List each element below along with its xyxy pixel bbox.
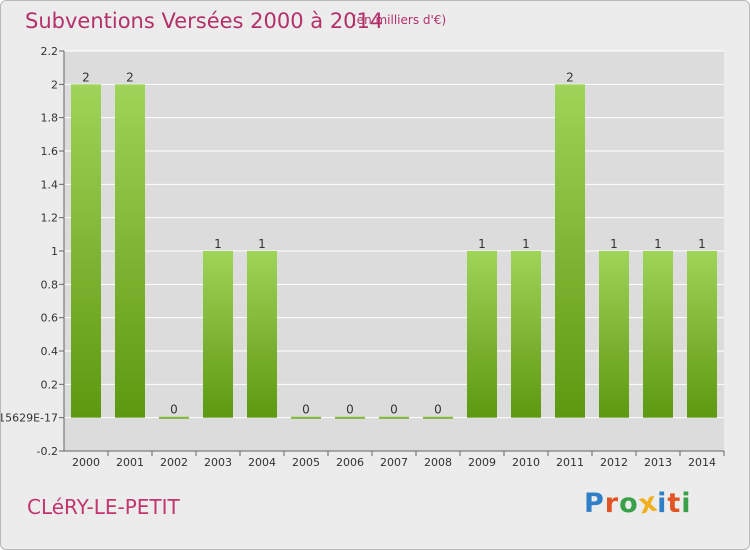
data-label-2012: 1 [610,237,618,251]
data-label-2009: 1 [478,237,486,251]
bar-2001 [115,84,145,418]
bar-2000 [71,84,101,418]
bar-chart: 2 201 10 0 0 01 121 1 1 2.221.81.61.41.210.80.60… [1,45,725,469]
bar-2003 [203,251,233,418]
data-label-2002: 0 [170,403,178,417]
bar-2010 [511,251,541,418]
x-tick-label: 2010 [512,456,540,469]
x-tick-label: 2006 [336,456,364,469]
logo-letter: i [681,488,692,519]
proxiti-logo: Proxiti [584,486,692,520]
data-label-2010: 1 [522,237,530,251]
x-tick-label: 2004 [248,456,276,469]
data-label-2011: 2 [566,70,574,84]
chart-title: Subventions Versées 2000 à 2014 [25,9,384,33]
data-label-2005: 0 [302,403,310,417]
x-tick-label: 2013 [644,456,672,469]
bar-2008 [423,416,453,419]
bar-2002 [159,416,189,419]
commune-name: CLéRY-LE-PETIT [27,495,180,519]
bar-2013 [643,251,673,418]
bars [71,84,717,419]
data-label-2006: 0 [346,403,354,417]
data-label-2003: 1 [214,237,222,251]
data-label-2000: 2 [82,70,90,84]
chart-unit: (en milliers d'€) [352,13,447,27]
logo-letter: i [657,488,668,519]
y-tick-label: 2.2 [41,45,59,58]
x-tick-label: 2005 [292,456,320,469]
y-tick-label: 1.8 [41,112,59,125]
logo-letter: r [604,488,620,519]
data-label-2004: 1 [258,237,266,251]
x-tick-label: 2011 [556,456,584,469]
x-tick-label: 2014 [688,456,716,469]
x-tick-label: 2007 [380,456,408,469]
y-tick-label: 1.6 [41,145,59,158]
bar-2005 [291,416,321,419]
bar-2014 [687,251,717,418]
y-tick-label: 0.2 [41,378,59,391]
x-axis: 2000 2001 2002 2003 2004 2005 2006 2007 2008 2009… [64,450,725,469]
x-tick-label: 2003 [204,456,232,469]
y-tick-label: 0.8 [41,278,59,291]
data-labels: 2 2 0 1 1 0 0 0 0 1 1 2 1 1 1 [82,70,706,416]
x-tick-label: 2001 [116,456,144,469]
y-tick-label: 1.2 [41,212,59,225]
x-tick-label: 2000 [72,456,100,469]
logo-letter: o [619,488,639,519]
y-tick-label: 0.6 [41,312,59,325]
logo-letter: P [584,488,605,519]
y-tick-label: 2 [51,78,58,91]
x-tick-label: 2009 [468,456,496,469]
bar-2011 [555,84,585,418]
data-label-2001: 2 [126,70,134,84]
y-tick-label: 1 [51,245,58,258]
bar-2012 [599,251,629,418]
y-tick-label: -0.2 [37,445,58,458]
bar-2004 [247,251,277,418]
bar-2007 [379,416,409,419]
bar-2006 [335,416,365,419]
data-label-2014: 1 [698,237,706,251]
data-label-2013: 1 [654,237,662,251]
y-axis: 2.2 2 1.8 1.6 1.4 1.2 1 0.8 0.6 0.4 0.2 -15629E-17 -… [1,45,65,458]
y-tick-label: -15629E-17 [1,412,58,425]
logo-letter: t [667,488,682,519]
data-label-2008: 0 [434,403,442,417]
y-tick-label: 0.4 [41,345,59,358]
x-tick-label: 2002 [160,456,188,469]
bar-2009 [467,251,497,418]
x-tick-label: 2008 [424,456,452,469]
data-label-2007: 0 [390,403,398,417]
y-tick-label: 1.4 [41,178,59,191]
x-tick-label: 2012 [600,456,628,469]
